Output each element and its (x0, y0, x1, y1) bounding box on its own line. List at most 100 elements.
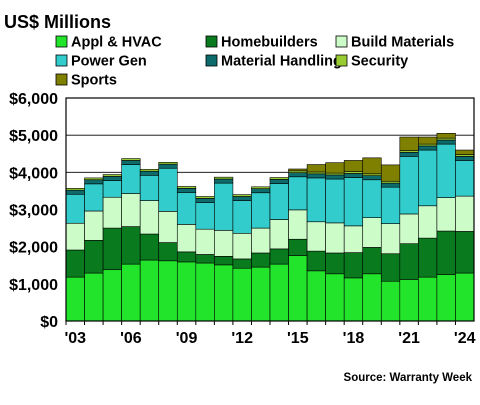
bar-segment-material-handling (65, 189, 85, 195)
bar-segment-build-materials (251, 227, 271, 254)
bar-segment-build-materials (288, 209, 308, 240)
bar-segment-security (214, 176, 234, 180)
bar-segment-appl-and-hvac (269, 263, 289, 322)
bar-segment-homebuilders (176, 251, 197, 263)
bar-segment-security (269, 177, 289, 180)
bar-segment-sports (455, 149, 475, 155)
bar-segment-build-materials (121, 193, 141, 227)
bar-segment-build-materials (139, 200, 160, 235)
bar-segment-homebuilders (343, 252, 364, 279)
bar-segment-appl-and-hvac (362, 273, 382, 322)
bar-segment-homebuilders (418, 237, 438, 278)
legend-swatch (335, 35, 348, 48)
legend-item-build-materials: Build Materials (335, 35, 454, 51)
bar-segment-homebuilders (288, 238, 308, 256)
bar-segment-homebuilders (251, 252, 271, 268)
bar-segment-homebuilders (306, 250, 326, 272)
x-axis: '03 '06 '09 '12 '15 '18 '21 '24 (64, 321, 476, 347)
bar-segment-power-gen (380, 186, 401, 224)
legend-label: Build Materials (351, 35, 454, 51)
legend-label: Power Gen (71, 54, 147, 70)
bar-segment-homebuilders (65, 249, 85, 278)
bar-segment-sports (343, 160, 364, 172)
bar-segment-sports (436, 133, 456, 139)
bar-segment-material-handling (380, 182, 401, 188)
bar-segment-material-handling (232, 196, 252, 201)
legend-item-appl-and-hvac: Appl & HVAC (55, 35, 162, 51)
bar-segment-sports (325, 162, 345, 174)
bar-segment-build-materials (343, 225, 364, 253)
legend: Appl & HVAC Homebuilders Build Materials Po… (55, 35, 454, 89)
bar-segment-build-materials (102, 196, 122, 229)
bar-segment-homebuilders (139, 233, 160, 261)
bar-segment-build-materials (418, 205, 438, 239)
bar-segment-appl-and-hvac (139, 259, 160, 322)
legend-label: Material Handling (221, 54, 342, 70)
bar-segment-material-handling (139, 170, 160, 176)
bar-segment-material-handling (455, 156, 475, 161)
bar-segment-appl-and-hvac (380, 280, 401, 322)
bar-segment-build-materials (158, 211, 178, 243)
bar-segment-sports (288, 168, 308, 172)
bar-segment-security (65, 188, 85, 191)
bar-segment-material-handling (176, 188, 197, 193)
y-tick-label: $1,000 (9, 277, 58, 294)
bar-segment-material-handling (343, 173, 364, 178)
bar-segment-build-materials (232, 232, 252, 260)
x-tick-label: '06 (120, 330, 142, 347)
bar-segment-security (195, 196, 215, 199)
bar-segment-power-gen (102, 180, 122, 198)
bar-segment-material-handling (102, 176, 122, 181)
legend-swatch (55, 54, 68, 67)
chart-title: US$ Millions (4, 12, 111, 32)
bar-segment-power-gen (214, 182, 234, 231)
bar-segment-appl-and-hvac (343, 277, 364, 322)
y-tick-label: $2,000 (9, 240, 58, 257)
bar-segment-build-materials (214, 230, 234, 257)
legend-item-sports: Sports (55, 73, 117, 89)
legend-item-homebuilders: Homebuilders (205, 35, 318, 51)
legend-swatch (335, 54, 348, 67)
bar-segment-appl-and-hvac (455, 272, 475, 322)
legend-item-power-gen: Power Gen (55, 54, 147, 70)
bar-segment-material-handling (436, 139, 456, 145)
bar-segment-security (121, 158, 141, 161)
bar-segment-homebuilders (269, 248, 289, 265)
bar-segment-security (232, 194, 252, 197)
bar-segment-appl-and-hvac (325, 273, 345, 322)
bar-segment-power-gen (65, 193, 85, 224)
bar-segment-appl-and-hvac (158, 260, 178, 322)
x-tick-label: '12 (231, 330, 253, 347)
bar-segment-power-gen (325, 178, 345, 224)
bar-segment-appl-and-hvac (399, 279, 419, 322)
bar-segment-appl-and-hvac (306, 270, 326, 322)
bar-segment-security (102, 174, 122, 177)
bar-segment-build-materials (380, 223, 401, 255)
bar-segment-appl-and-hvac (65, 276, 85, 322)
legend-label: Homebuilders (221, 35, 318, 51)
bar-segment-power-gen (176, 192, 197, 225)
bar-segment-homebuilders (380, 253, 401, 282)
bar-segment-security (139, 169, 160, 172)
bar-segment-power-gen (121, 164, 141, 194)
bar-segment-appl-and-hvac (418, 276, 438, 322)
bar-segment-sports (399, 136, 419, 151)
legend-label: Appl & HVAC (71, 35, 162, 51)
x-tick-label: '15 (287, 330, 309, 347)
bar-segment-security (176, 186, 197, 189)
bar-segment-appl-and-hvac (232, 267, 252, 322)
bar-segment-homebuilders (232, 258, 252, 269)
y-tick-label: $3,000 (9, 203, 58, 220)
bar-segment-homebuilders (84, 240, 104, 274)
bar-segment-material-handling (306, 173, 326, 179)
x-tick-label: '24 (454, 330, 476, 347)
bar-segment-homebuilders (121, 226, 141, 265)
bar-segment-power-gen (251, 192, 271, 229)
bar-segment-build-materials (195, 228, 215, 255)
bar-segment-homebuilders (158, 242, 178, 262)
bar-segment-build-materials (65, 222, 85, 251)
plot-area (65, 97, 475, 322)
bar-segment-security (158, 161, 178, 165)
bar-segment-build-materials (176, 224, 197, 253)
